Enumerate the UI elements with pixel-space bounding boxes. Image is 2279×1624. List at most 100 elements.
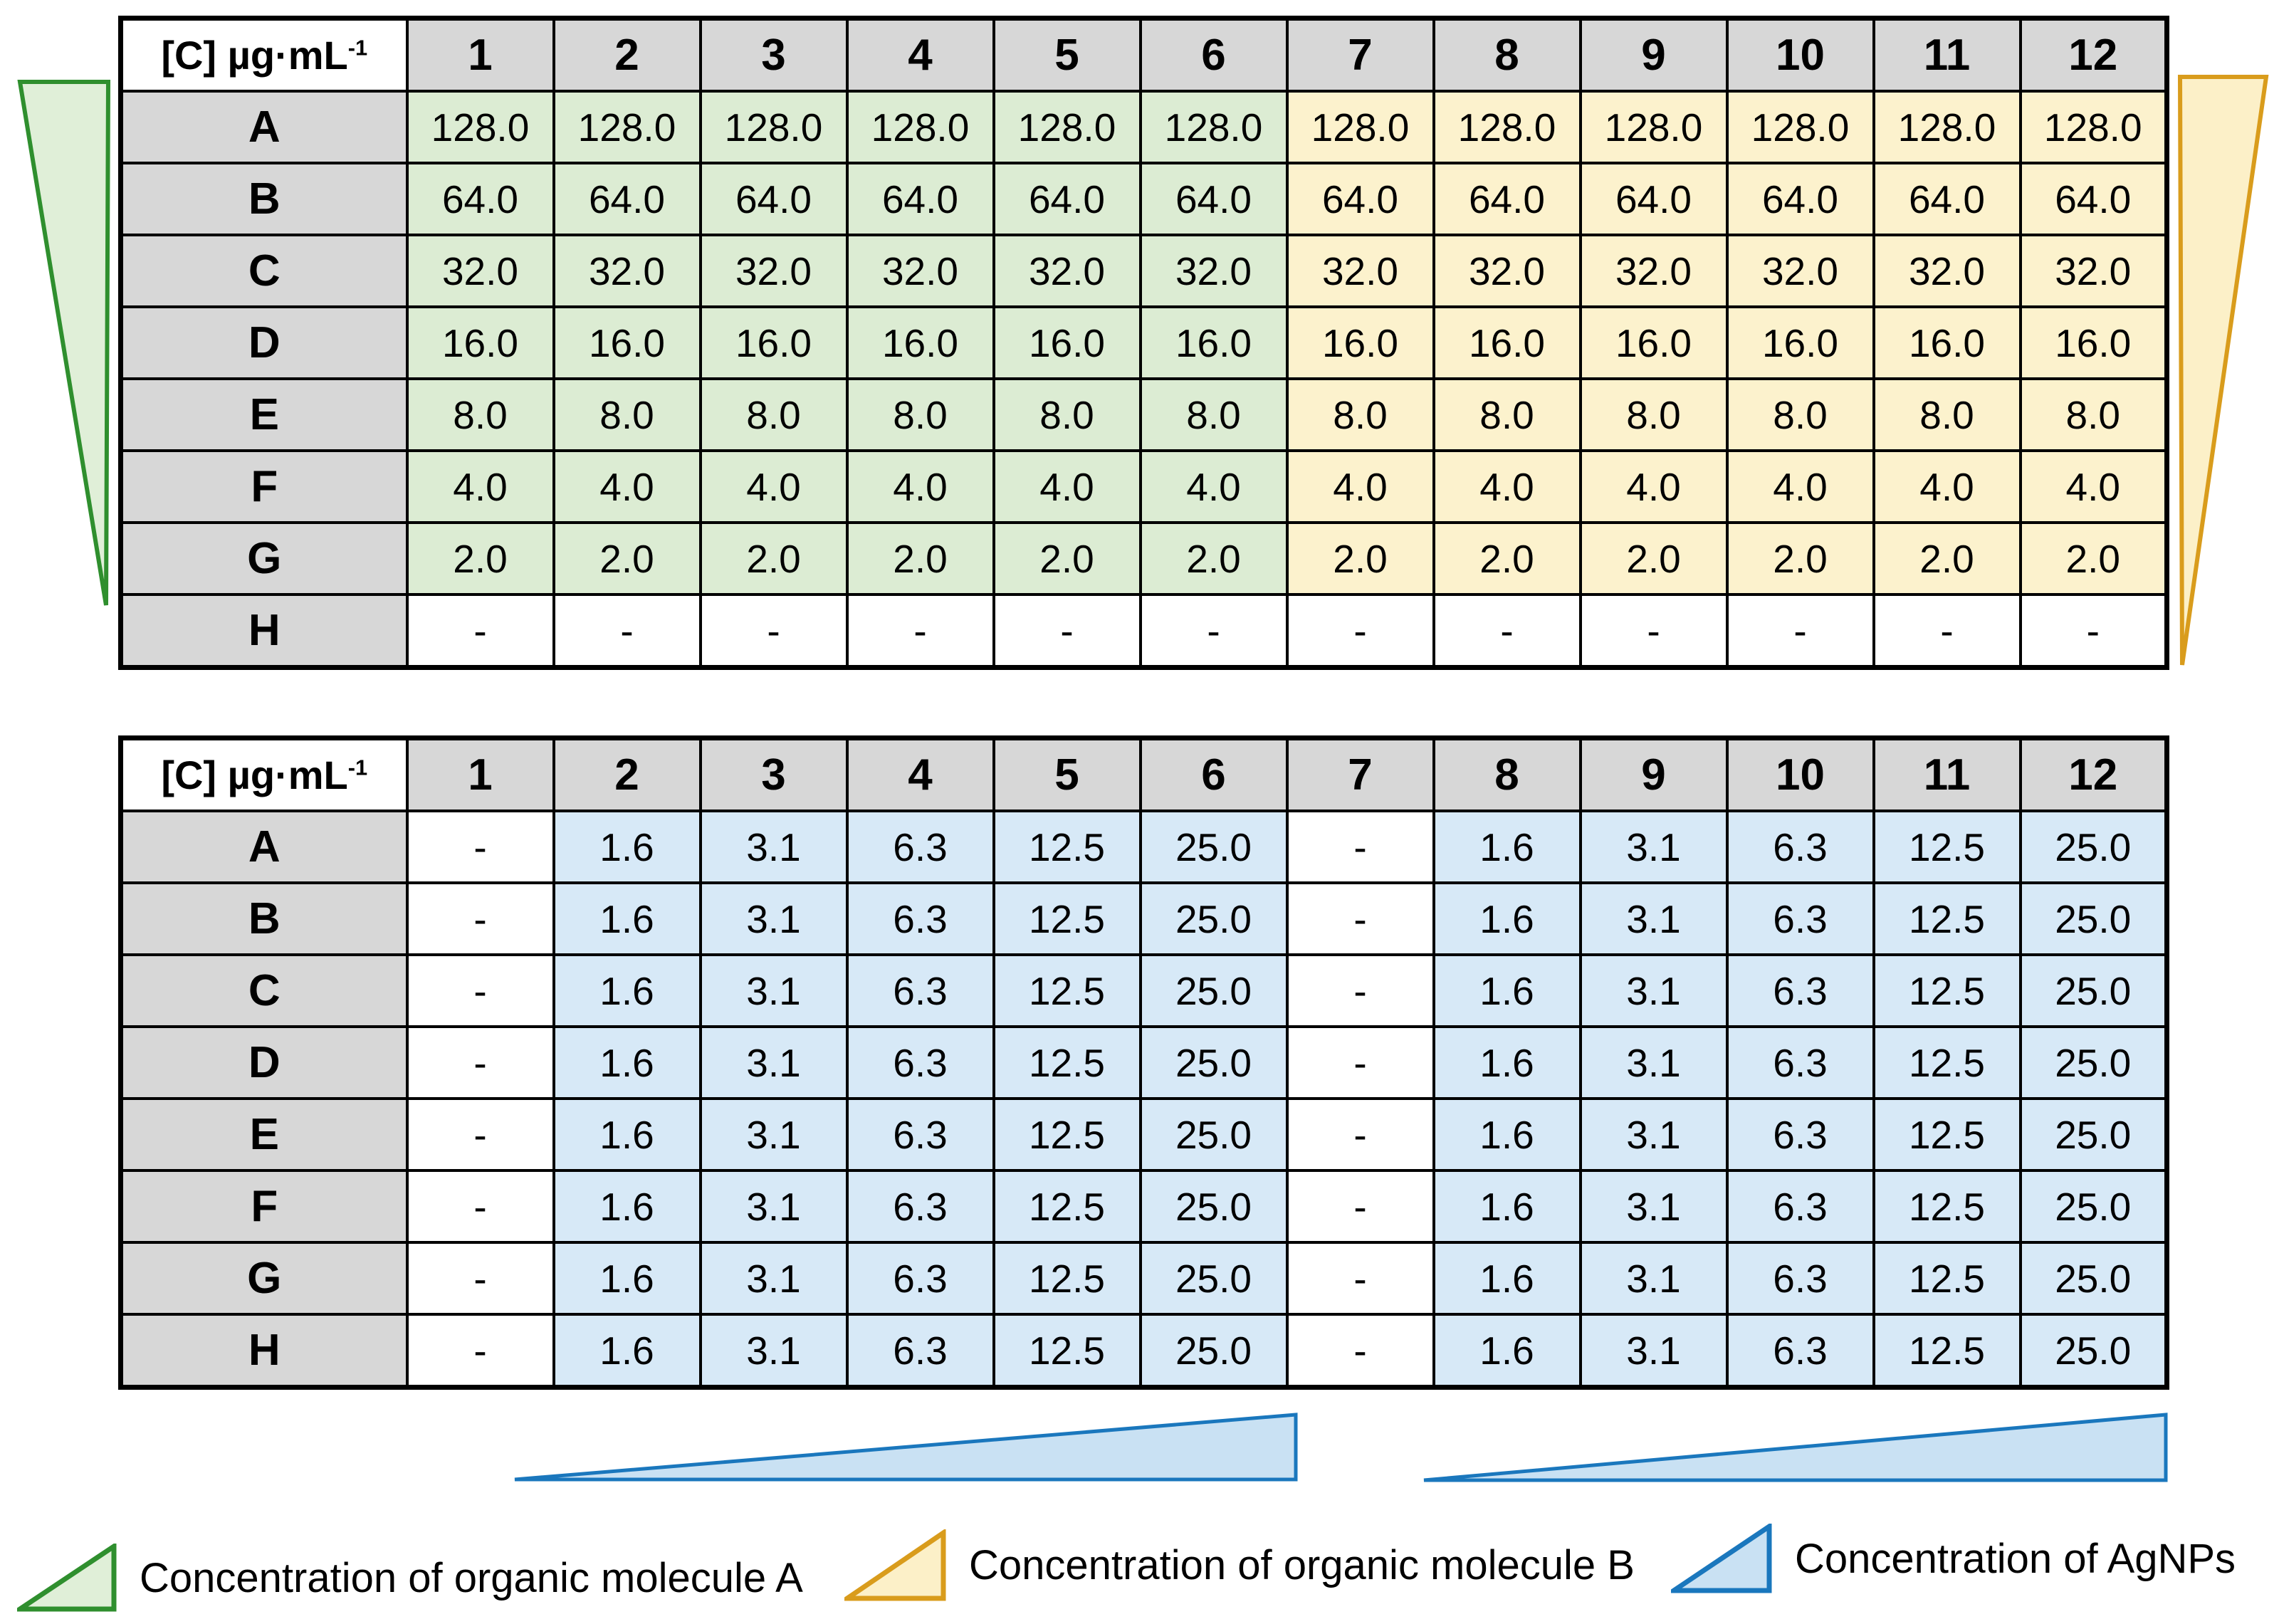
cell-bottom-G4: 6.3 bbox=[845, 1241, 995, 1316]
cell-top-E10: 8.0 bbox=[1725, 377, 1875, 452]
cell-bottom-H5: 12.5 bbox=[992, 1313, 1142, 1389]
row-G: G -1.6 3.1 6.3 12.5 25.0-1.6 3.1 6.3 12.5 25.0 bbox=[119, 1241, 2169, 1316]
cell-top-G7: 2.0 bbox=[1285, 521, 1435, 596]
cell-top-A2: 128.0 bbox=[552, 90, 702, 164]
cell-bottom-F11: 12.5 bbox=[1872, 1169, 2022, 1244]
cell-top-H11: - bbox=[1872, 593, 2022, 669]
gradient-triangle-molecule-a bbox=[17, 80, 111, 606]
legend-label-agnps: Concentration of AgNPs bbox=[1795, 1535, 2236, 1582]
col-header-11: 11 bbox=[1872, 736, 2022, 812]
cell-bottom-C5: 12.5 bbox=[992, 953, 1142, 1028]
cell-top-C12: 32.0 bbox=[2018, 234, 2169, 308]
row-B: B -1.6 3.1 6.3 12.5 25.0-1.6 3.1 6.3 12.5 25.0 bbox=[119, 881, 2169, 956]
cell-top-F12: 4.0 bbox=[2018, 449, 2169, 524]
cell-top-B6: 64.0 bbox=[1138, 162, 1289, 236]
cell-bottom-G10: 6.3 bbox=[1725, 1241, 1875, 1316]
row-header-G: G bbox=[119, 521, 409, 596]
cell-top-G9: 2.0 bbox=[1578, 521, 1729, 596]
cell-top-D4: 16.0 bbox=[845, 305, 995, 380]
cell-top-B10: 64.0 bbox=[1725, 162, 1875, 236]
col-header-11: 11 bbox=[1872, 16, 2022, 93]
cell-top-A4: 128.0 bbox=[845, 90, 995, 164]
cell-top-E6: 8.0 bbox=[1138, 377, 1289, 452]
cell-top-F3: 4.0 bbox=[698, 449, 849, 524]
cell-bottom-D6: 25.0 bbox=[1138, 1025, 1289, 1100]
cell-bottom-C2: 1.6 bbox=[552, 953, 702, 1028]
legend-label-molecule-b: Concentration of organic molecule B bbox=[969, 1542, 1635, 1588]
cell-bottom-G7: - bbox=[1285, 1241, 1435, 1316]
cell-top-A10: 128.0 bbox=[1725, 90, 1875, 164]
cell-top-B8: 64.0 bbox=[1432, 162, 1582, 236]
cell-bottom-C3: 3.1 bbox=[698, 953, 849, 1028]
cell-bottom-B4: 6.3 bbox=[845, 881, 995, 956]
cell-top-A1: 128.0 bbox=[405, 90, 555, 164]
cell-top-D9: 16.0 bbox=[1578, 305, 1729, 380]
cell-bottom-A9: 3.1 bbox=[1578, 810, 1729, 884]
cell-bottom-B11: 12.5 bbox=[1872, 881, 2022, 956]
cell-top-A6: 128.0 bbox=[1138, 90, 1289, 164]
cell-top-D12: 16.0 bbox=[2018, 305, 2169, 380]
cell-bottom-D9: 3.1 bbox=[1578, 1025, 1729, 1100]
cell-top-E11: 8.0 bbox=[1872, 377, 2022, 452]
cell-bottom-A4: 6.3 bbox=[845, 810, 995, 884]
cell-bottom-C8: 1.6 bbox=[1432, 953, 1582, 1028]
cell-top-G11: 2.0 bbox=[1872, 521, 2022, 596]
row-B: B 64.0 64.0 64.0 64.0 64.0 64.0 64.0 64.0 64.0 64.… bbox=[119, 162, 2169, 236]
cell-top-F8: 4.0 bbox=[1432, 449, 1582, 524]
cell-bottom-E7: - bbox=[1285, 1097, 1435, 1172]
cell-bottom-E11: 12.5 bbox=[1872, 1097, 2022, 1172]
col-header-5: 5 bbox=[992, 736, 1142, 812]
cell-bottom-E4: 6.3 bbox=[845, 1097, 995, 1172]
row-header-B: B bbox=[119, 881, 409, 956]
cell-top-D8: 16.0 bbox=[1432, 305, 1582, 380]
cell-top-F4: 4.0 bbox=[845, 449, 995, 524]
cell-bottom-E5: 12.5 bbox=[992, 1097, 1142, 1172]
cell-top-B4: 64.0 bbox=[845, 162, 995, 236]
cell-top-E2: 8.0 bbox=[552, 377, 702, 452]
cell-bottom-D12: 25.0 bbox=[2018, 1025, 2169, 1100]
col-header-10: 10 bbox=[1725, 16, 1875, 93]
cell-bottom-D2: 1.6 bbox=[552, 1025, 702, 1100]
green-triangle-icon bbox=[17, 1544, 117, 1612]
cell-bottom-A3: 3.1 bbox=[698, 810, 849, 884]
cell-top-F11: 4.0 bbox=[1872, 449, 2022, 524]
row-header-F: F bbox=[119, 449, 409, 524]
col-header-5: 5 bbox=[992, 16, 1142, 93]
cell-bottom-B6: 25.0 bbox=[1138, 881, 1289, 956]
row-C: C 32.0 32.0 32.0 32.0 32.0 32.0 32.0 32.0 32.0 32.… bbox=[119, 234, 2169, 308]
cell-top-E7: 8.0 bbox=[1285, 377, 1435, 452]
row-header-G: G bbox=[119, 1241, 409, 1316]
cell-bottom-G6: 25.0 bbox=[1138, 1241, 1289, 1316]
col-header-2: 2 bbox=[552, 736, 702, 812]
cell-bottom-A10: 6.3 bbox=[1725, 810, 1875, 884]
cell-bottom-H11: 12.5 bbox=[1872, 1313, 2022, 1389]
cell-bottom-E6: 25.0 bbox=[1138, 1097, 1289, 1172]
cell-top-C10: 32.0 bbox=[1725, 234, 1875, 308]
cell-bottom-A12: 25.0 bbox=[2018, 810, 2169, 884]
cell-top-A3: 128.0 bbox=[698, 90, 849, 164]
cell-bottom-G5: 12.5 bbox=[992, 1241, 1142, 1316]
cell-top-A12: 128.0 bbox=[2018, 90, 2169, 164]
cell-top-G4: 2.0 bbox=[845, 521, 995, 596]
cell-top-G10: 2.0 bbox=[1725, 521, 1875, 596]
unit-label: [C] µg·mL bbox=[161, 753, 348, 797]
cell-bottom-F8: 1.6 bbox=[1432, 1169, 1582, 1244]
cell-top-H10: - bbox=[1725, 593, 1875, 669]
cell-bottom-F9: 3.1 bbox=[1578, 1169, 1729, 1244]
cell-bottom-D10: 6.3 bbox=[1725, 1025, 1875, 1100]
gradient-triangle-agnps-right bbox=[1423, 1413, 2168, 1482]
cell-top-D1: 16.0 bbox=[405, 305, 555, 380]
unit-exponent: -1 bbox=[347, 755, 368, 780]
cell-top-A5: 128.0 bbox=[992, 90, 1142, 164]
cell-bottom-E9: 3.1 bbox=[1578, 1097, 1729, 1172]
cell-bottom-B3: 3.1 bbox=[698, 881, 849, 956]
cell-top-H3: - bbox=[698, 593, 849, 669]
cell-top-H12: - bbox=[2018, 593, 2169, 669]
cell-top-D2: 16.0 bbox=[552, 305, 702, 380]
cell-top-C11: 32.0 bbox=[1872, 234, 2022, 308]
cell-top-E5: 8.0 bbox=[992, 377, 1142, 452]
cell-bottom-C12: 25.0 bbox=[2018, 953, 2169, 1028]
row-header-F: F bbox=[119, 1169, 409, 1244]
cell-top-F10: 4.0 bbox=[1725, 449, 1875, 524]
legend-item-molecule-a: Concentration of organic molecule A bbox=[17, 1544, 803, 1612]
